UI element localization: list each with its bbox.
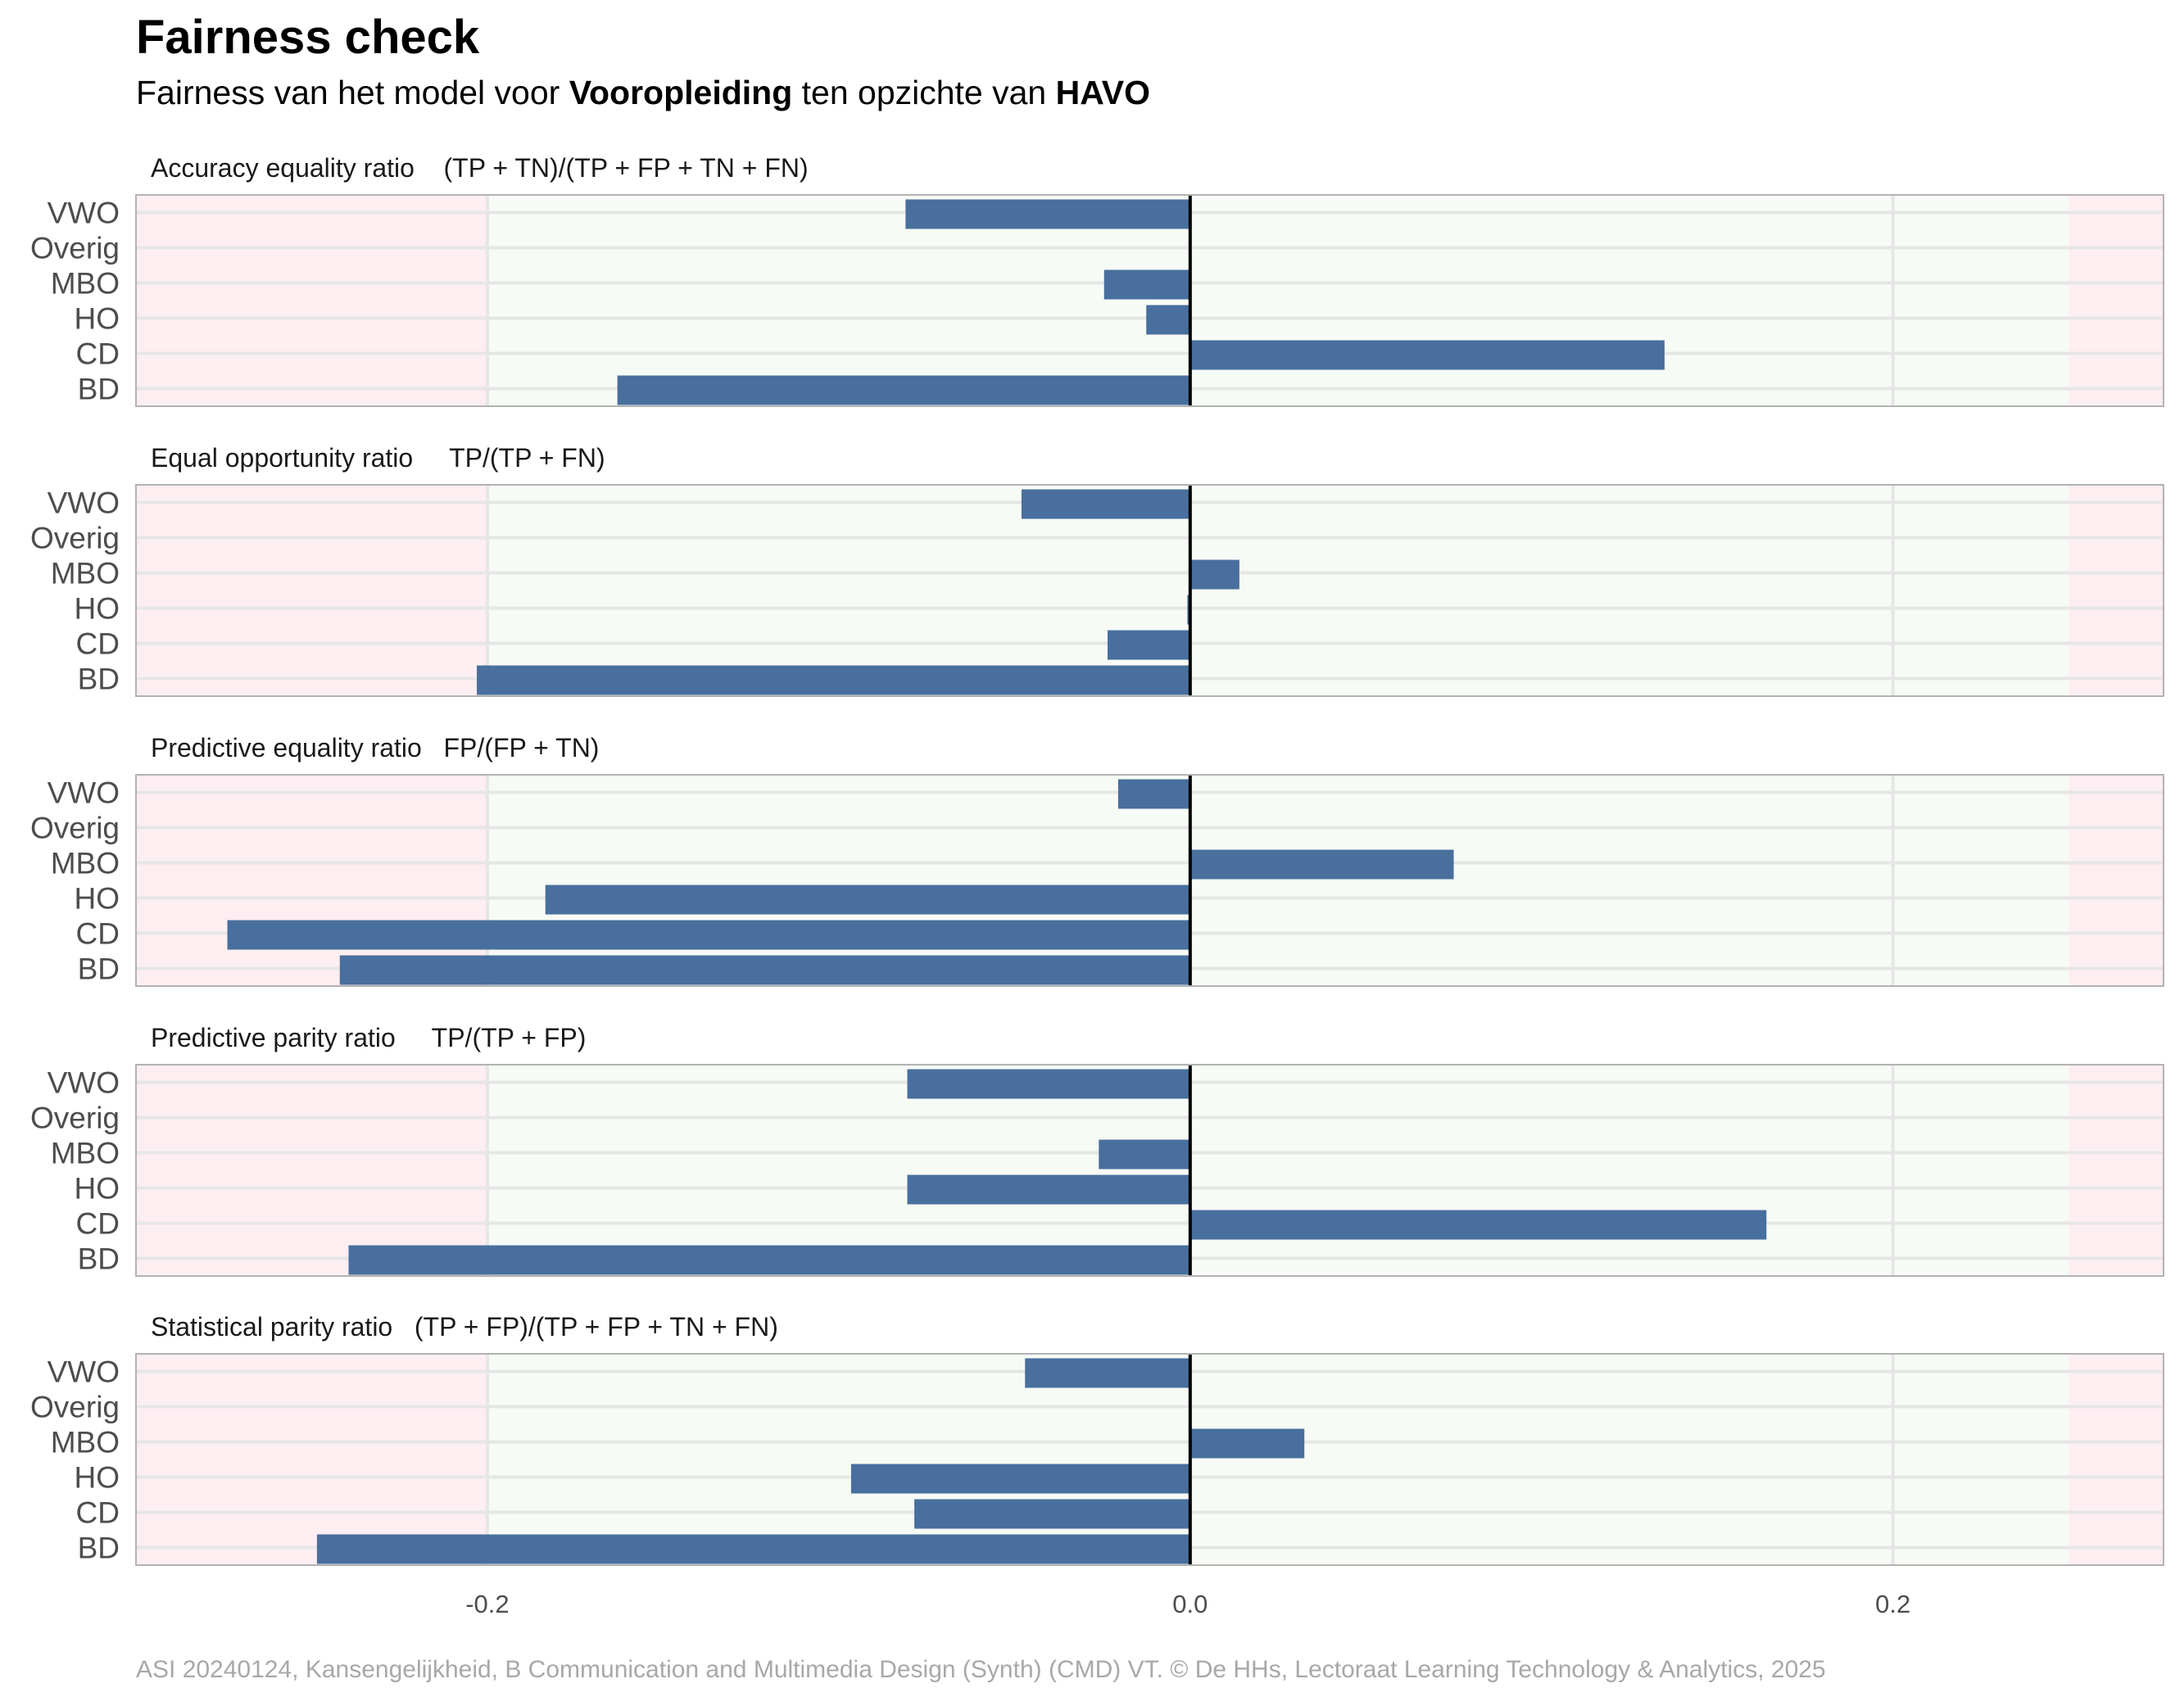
y-tick-label: Overig [30, 1102, 120, 1135]
y-tick-label: HO [75, 1172, 120, 1206]
x-tick-label: -0.2 [465, 1590, 509, 1618]
bar-mbo [1189, 559, 1239, 590]
y-tick-label: BD [78, 663, 120, 696]
fair-zone [487, 1354, 2069, 1565]
bar-cd [1189, 340, 1665, 370]
y-tick-label: MBO [51, 1426, 120, 1459]
y-tick-label: HO [75, 592, 120, 626]
chart-title: Fairness check [136, 11, 480, 64]
panel-title: Predictive parity ratio TP/(TP + FP) [151, 1023, 586, 1052]
bar-vwo [1117, 779, 1190, 809]
panel-title: Accuracy equality ratio (TP + TN)/(TP + … [151, 153, 809, 183]
bar-bd [316, 1534, 1190, 1564]
bar-cd [227, 920, 1190, 950]
y-tick-label: VWO [48, 1355, 120, 1389]
y-tick-label: BD [78, 1532, 120, 1565]
unfair-zone-right [2068, 195, 2164, 406]
y-tick-label: Overig [30, 812, 120, 845]
bar-mbo [1189, 1428, 1305, 1459]
bar-cd [1189, 1210, 1767, 1240]
fair-zone [487, 485, 2069, 696]
bar-bd [339, 955, 1190, 985]
chart-caption: ASI 20240124, Kansengelijkheid, B Commun… [136, 1656, 1826, 1683]
unfair-zone-right [2068, 1354, 2164, 1565]
y-tick-label: MBO [51, 267, 120, 301]
bar-cd [1108, 630, 1190, 660]
y-tick-label: HO [75, 1461, 120, 1495]
bar-ho [907, 1174, 1190, 1205]
fair-zone [487, 775, 2069, 986]
y-tick-label: MBO [51, 1137, 120, 1170]
y-tick-label: CD [76, 337, 120, 371]
fair-zone [487, 1065, 2069, 1276]
y-tick-label: BD [78, 1242, 120, 1276]
y-tick-label: CD [76, 1496, 120, 1530]
bar-bd [617, 375, 1190, 405]
unfair-zone-left [136, 1065, 487, 1276]
bar-mbo [1099, 1139, 1190, 1170]
bar-ho [1146, 305, 1190, 335]
y-tick-label: VWO [48, 486, 120, 520]
panel-title: Statistical parity ratio (TP + FP)/(TP +… [151, 1312, 778, 1342]
fair-zone [487, 195, 2069, 406]
subtitle-reference: HAVO [1055, 74, 1151, 111]
subtitle-part2: ten opzichte van [792, 74, 1056, 111]
y-tick-label: CD [76, 1207, 120, 1241]
subtitle-part1: Fairness van het model voor [136, 74, 569, 111]
subtitle-group-variable: Vooropleiding [569, 74, 793, 111]
bar-bd [348, 1245, 1190, 1275]
y-tick-label: HO [75, 302, 120, 336]
panel-title: Equal opportunity ratio TP/(TP + FN) [151, 443, 605, 473]
y-tick-label: BD [78, 953, 120, 986]
panel-border [135, 774, 2164, 987]
bar-cd [914, 1499, 1190, 1529]
panel-border [135, 1064, 2164, 1277]
y-tick-label: BD [78, 373, 120, 406]
y-tick-label: Overig [30, 1391, 120, 1424]
y-tick-label: VWO [48, 197, 120, 230]
unfair-zone-right [2068, 485, 2164, 696]
bar-bd [477, 665, 1190, 695]
unfair-zone-left [136, 485, 487, 696]
bar-ho [850, 1464, 1190, 1494]
y-tick-label: CD [76, 917, 120, 951]
panel-border [135, 1353, 2164, 1566]
y-tick-label: Overig [30, 232, 120, 265]
y-tick-label: MBO [51, 557, 120, 591]
bar-vwo [907, 1069, 1190, 1099]
unfair-zone-left [136, 195, 487, 406]
y-tick-label: MBO [51, 847, 120, 880]
bar-vwo [1025, 1358, 1190, 1388]
y-tick-label: Overig [30, 522, 120, 555]
y-tick-label: VWO [48, 1066, 120, 1100]
bar-vwo [1021, 489, 1190, 519]
unfair-zone-left [136, 775, 487, 986]
y-tick-label: HO [75, 882, 120, 916]
panel-border [135, 484, 2164, 697]
unfair-zone-left [136, 1354, 487, 1565]
y-tick-label: VWO [48, 776, 120, 810]
bar-vwo [905, 199, 1190, 229]
unfair-zone-right [2068, 775, 2164, 986]
bar-ho [545, 885, 1190, 915]
y-tick-label: CD [76, 627, 120, 661]
panel-border [135, 194, 2164, 407]
panel-title: Predictive equality ratio FP/(FP + TN) [151, 733, 599, 762]
unfair-zone-right [2068, 1065, 2164, 1276]
bar-mbo [1189, 849, 1454, 880]
x-tick-label: 0.2 [1875, 1590, 1910, 1618]
x-tick-label: 0.0 [1172, 1590, 1208, 1618]
bar-mbo [1103, 269, 1190, 300]
chart-subtitle: Fairness van het model voor Vooropleidin… [136, 74, 1150, 112]
